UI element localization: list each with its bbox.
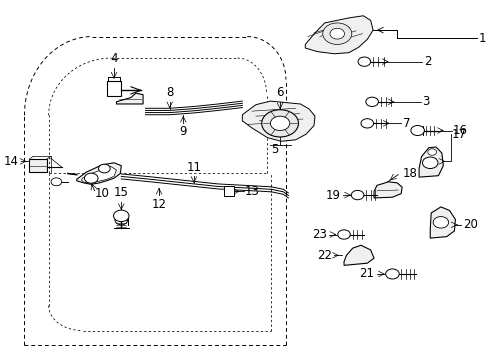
Circle shape — [330, 28, 344, 39]
Circle shape — [323, 23, 352, 44]
Polygon shape — [344, 245, 374, 265]
Polygon shape — [374, 182, 402, 198]
Circle shape — [361, 119, 373, 128]
Text: 13: 13 — [245, 185, 260, 198]
Circle shape — [358, 57, 370, 66]
Circle shape — [338, 230, 350, 239]
Polygon shape — [117, 93, 143, 104]
Circle shape — [115, 216, 127, 225]
Circle shape — [270, 116, 290, 131]
Text: 17: 17 — [451, 127, 466, 141]
Circle shape — [114, 210, 129, 222]
Bar — [29, 159, 47, 172]
Text: 22: 22 — [318, 249, 332, 262]
Text: 19: 19 — [326, 189, 341, 202]
Text: 23: 23 — [312, 228, 327, 241]
Text: 9: 9 — [179, 126, 187, 139]
Text: 7: 7 — [403, 117, 411, 130]
Text: 20: 20 — [463, 218, 478, 231]
Text: 21: 21 — [359, 267, 374, 280]
Circle shape — [428, 149, 437, 155]
Text: 18: 18 — [403, 167, 418, 180]
Text: 1: 1 — [479, 32, 486, 45]
Circle shape — [411, 126, 424, 135]
Circle shape — [98, 164, 110, 173]
Circle shape — [433, 217, 449, 228]
Circle shape — [412, 127, 423, 134]
Polygon shape — [419, 147, 443, 177]
Text: 2: 2 — [424, 55, 431, 68]
Text: 6: 6 — [276, 86, 284, 99]
Circle shape — [351, 190, 364, 200]
Bar — [224, 186, 234, 197]
Circle shape — [386, 269, 399, 279]
Text: 14: 14 — [3, 155, 19, 168]
Text: 12: 12 — [151, 198, 167, 211]
Polygon shape — [81, 166, 117, 183]
Circle shape — [366, 97, 378, 107]
Polygon shape — [430, 207, 455, 238]
Polygon shape — [77, 163, 122, 184]
Circle shape — [422, 157, 438, 168]
Text: 8: 8 — [166, 86, 173, 99]
Circle shape — [262, 110, 298, 137]
Text: 10: 10 — [95, 187, 110, 200]
Bar — [107, 81, 122, 96]
Polygon shape — [305, 16, 373, 54]
Text: 11: 11 — [186, 161, 201, 174]
Text: 4: 4 — [110, 52, 118, 65]
Text: 3: 3 — [422, 95, 430, 108]
Circle shape — [84, 173, 98, 183]
Text: 5: 5 — [271, 143, 279, 156]
Circle shape — [51, 178, 62, 186]
Text: 15: 15 — [114, 186, 129, 199]
Text: 16: 16 — [452, 124, 467, 137]
Polygon shape — [243, 101, 315, 141]
